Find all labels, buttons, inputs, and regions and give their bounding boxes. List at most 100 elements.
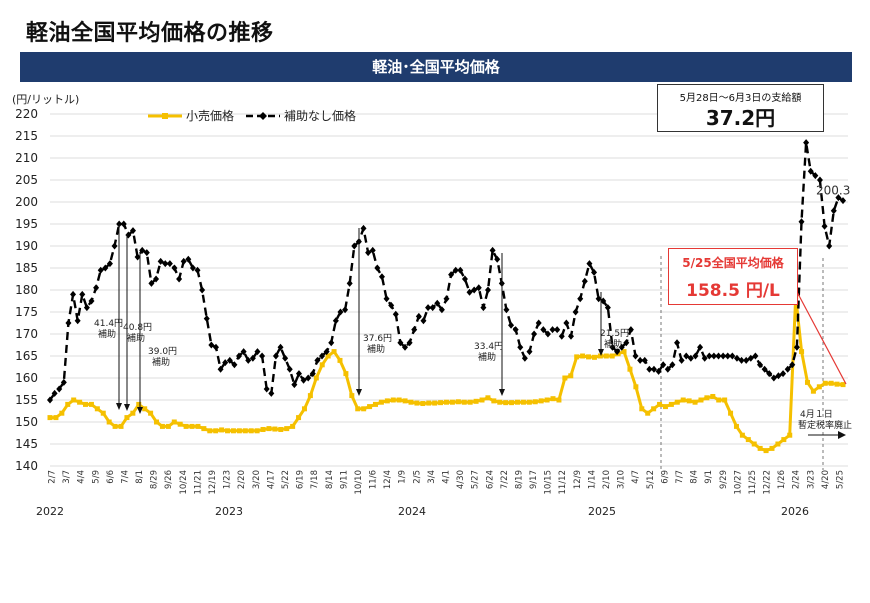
retail-price-point: [722, 397, 728, 403]
retail-price-point: [745, 437, 751, 443]
no-subsidy-price-point: [374, 264, 381, 272]
tax-arrowhead: [838, 431, 846, 439]
no-subsidy-price-point: [627, 326, 634, 334]
no-subsidy-price-point: [346, 279, 353, 287]
retail-price-point: [787, 432, 793, 438]
x-tick-label: 7/22: [500, 470, 510, 489]
no-subsidy-price-point: [420, 317, 427, 325]
no-subsidy-price-point: [300, 376, 307, 384]
subsidy-amount-value: 37.2円: [705, 106, 776, 130]
x-tick-label: 4/17: [266, 470, 276, 489]
retail-price-point: [124, 415, 130, 421]
no-subsidy-price-point: [526, 348, 533, 356]
no-subsidy-price-point: [660, 361, 667, 369]
retail-price-point: [574, 354, 580, 360]
retail-price-point: [728, 410, 734, 416]
retail-price-point: [65, 401, 71, 407]
no-subsidy-price-point: [143, 249, 150, 257]
no-subsidy-price-point: [775, 372, 782, 380]
no-subsidy-price-point: [282, 354, 289, 362]
retail-price-point: [597, 353, 603, 359]
no-subsidy-price-point: [226, 356, 233, 364]
retail-price-point: [733, 423, 739, 429]
no-subsidy-price-point: [185, 255, 192, 263]
no-subsidy-price-point: [549, 326, 556, 334]
retail-price-point: [455, 399, 461, 405]
no-subsidy-price-point: [770, 374, 777, 382]
no-subsidy-price-point: [701, 354, 708, 362]
no-subsidy-price-point: [134, 253, 141, 261]
retail-price-point: [432, 400, 438, 406]
retail-price-point: [591, 354, 597, 360]
x-tick-label: 11/12: [558, 470, 568, 495]
retail-price-point: [426, 400, 432, 406]
x-tick-label: 10/24: [179, 470, 189, 495]
no-subsidy-price-point: [88, 297, 95, 305]
y-tick-label: 210: [15, 151, 38, 165]
y-tick-label: 150: [15, 415, 38, 429]
retail-price-point: [651, 406, 657, 412]
no-subsidy-price-point: [489, 246, 496, 254]
x-tick-label: 4/1: [442, 470, 452, 484]
no-subsidy-price-point: [738, 356, 745, 364]
no-subsidy-price-point: [388, 301, 395, 309]
retail-price-point: [526, 399, 532, 405]
year-label: 2022: [36, 505, 64, 518]
no-subsidy-price-point: [360, 224, 367, 232]
x-tick-label: 7/18: [310, 470, 320, 489]
no-subsidy-price-point: [65, 319, 72, 327]
retail-price-point: [248, 428, 254, 434]
no-subsidy-price-point: [637, 356, 644, 364]
no-subsidy-price-point: [475, 284, 482, 292]
retail-price-point: [485, 395, 491, 401]
y-tick-label: 190: [15, 239, 38, 253]
no-subsidy-price-point: [471, 286, 478, 294]
no-subsidy-price-point: [277, 343, 284, 351]
no-subsidy-price-point: [452, 266, 459, 274]
retail-price-point: [467, 399, 473, 405]
no-subsidy-price-point: [342, 306, 349, 314]
x-tick-label: 1/9: [398, 470, 408, 484]
no-subsidy-price-point: [106, 260, 113, 268]
no-subsidy-price-point: [807, 167, 814, 175]
no-subsidy-price-point: [766, 370, 773, 378]
retail-price-point: [195, 423, 201, 429]
retail-price-point: [100, 410, 106, 416]
x-tick-label: 6/6: [106, 470, 116, 484]
subsidy-arrowhead: [124, 404, 130, 411]
retail-price-point: [479, 397, 485, 403]
retail-price-point: [361, 406, 367, 412]
no-subsidy-price-point: [780, 370, 787, 378]
no-subsidy-price-point: [793, 343, 800, 351]
retail-price-point: [698, 397, 704, 403]
retail-price-point: [810, 388, 816, 394]
no-subsidy-price-point: [531, 330, 538, 338]
y-tick-label: 220: [15, 107, 38, 121]
no-subsidy-price-point: [517, 343, 524, 351]
retail-price-point: [627, 366, 633, 372]
retail-price-point: [645, 410, 651, 416]
x-tick-label: 4/4: [77, 470, 87, 484]
no-subsidy-price-point: [217, 365, 224, 373]
no-subsidy-price-point: [157, 257, 164, 265]
retail-price-point: [154, 419, 160, 425]
retail-price-point: [662, 404, 668, 410]
x-tick-label: 7/4: [120, 470, 130, 484]
no-subsidy-price-point: [484, 286, 491, 294]
retail-price-point: [390, 397, 396, 403]
retail-price-point: [822, 380, 828, 386]
no-subsidy-price-point: [171, 264, 178, 272]
retail-price-point: [556, 397, 562, 403]
no-subsidy-price-point: [614, 348, 621, 356]
retail-price-point: [331, 349, 337, 355]
x-tick-label: 11/21: [193, 470, 203, 495]
page-title: 軽油全国平均価格の推移: [26, 21, 274, 46]
x-tick-label: 8/29: [150, 470, 160, 489]
no-subsidy-price-point: [70, 290, 77, 298]
no-subsidy-price-point: [56, 385, 63, 393]
retail-price-point: [550, 396, 556, 402]
x-tick-label: 5/27: [471, 470, 481, 489]
retail-price-point: [106, 419, 112, 425]
no-subsidy-price-point: [189, 264, 196, 272]
